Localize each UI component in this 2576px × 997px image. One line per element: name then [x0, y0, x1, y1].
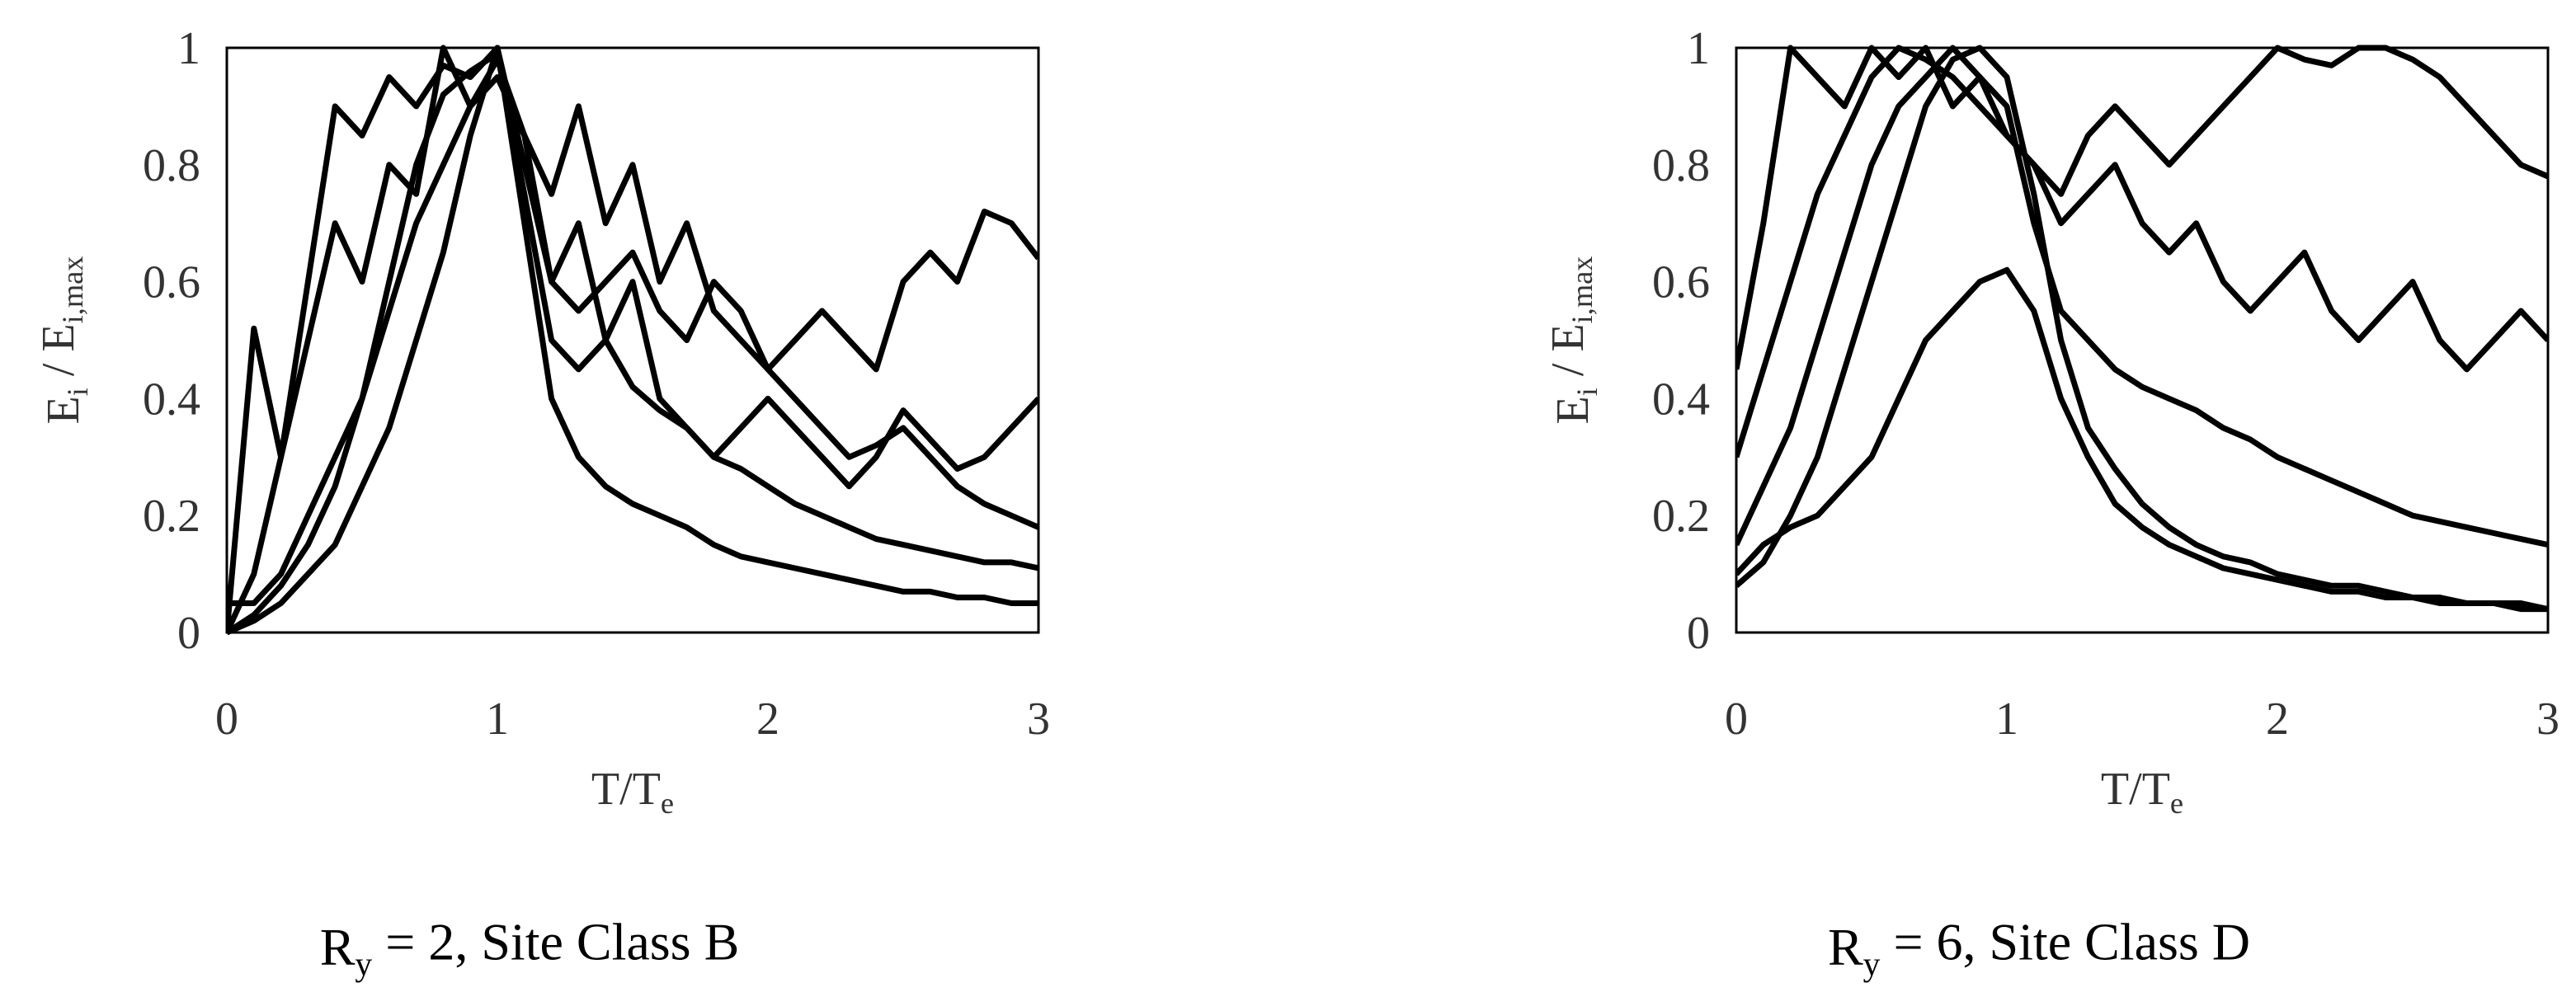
y-tick-label: 0: [1687, 608, 1710, 659]
y-tick-label: 0: [177, 608, 200, 659]
caption-part: R: [320, 918, 356, 976]
x-tick-label: 0: [1725, 694, 1748, 745]
series-line: [227, 45, 1038, 636]
x-axis-label: T/Te: [2101, 764, 2183, 820]
y-axis-label-part: E: [1547, 396, 1599, 424]
caption-part: = 6, Site Class D: [1880, 912, 2250, 971]
y-tick-label: 0.2: [1652, 491, 1710, 542]
y-tick-label: 0.4: [1652, 374, 1710, 425]
y-axis-label-subscript: i,max: [1566, 256, 1599, 324]
chart: 0 0.2 0.4 0.6 0.8 1 0 1 2 3 T/Te Ei / Ei,max Ry = 2,…: [33, 23, 1050, 982]
caption-subscript: y: [355, 944, 372, 982]
plot-frame: [225, 46, 1040, 634]
caption-part: = 2, Site Class B: [372, 912, 739, 971]
y-axis-label-part: E: [38, 396, 89, 424]
y-tick-label: 0.6: [1652, 257, 1710, 308]
series-line: [1736, 45, 2548, 613]
series-line: [1736, 45, 2548, 548]
y-tick-label: 0.6: [143, 257, 200, 308]
y-tick-label: 0.2: [143, 491, 200, 542]
caption: Ry = 6, Site Class D: [1828, 912, 2250, 982]
x-tick-label: 3: [2536, 694, 2560, 745]
caption-part: R: [1828, 918, 1863, 976]
x-tick-label: 1: [1995, 694, 2018, 745]
y-axis-label-subscript: i: [1571, 388, 1604, 396]
series-line: [227, 45, 1038, 634]
y-axis-label-subscript: i: [61, 388, 94, 396]
series-line: [227, 50, 1038, 635]
x-axis-label: T/Te: [591, 764, 674, 820]
y-axis-label-subscript: i,max: [56, 256, 89, 324]
x-tick-label: 2: [2266, 694, 2289, 745]
y-tick-label: 0.8: [1652, 140, 1710, 191]
x-axis-label-subscript: e: [661, 787, 674, 820]
y-axis-label: Ei / Ei,max: [33, 256, 94, 425]
y-tick-label: 0.8: [143, 140, 200, 191]
caption: Ry = 2, Site Class B: [320, 912, 740, 982]
caption-subscript: y: [1863, 944, 1881, 982]
x-tick-label: 3: [1027, 694, 1050, 745]
x-tick-label: 1: [486, 694, 509, 745]
x-axis-label-part: T/T: [591, 764, 661, 815]
y-axis-label-part: / E: [33, 323, 84, 388]
x-tick-label: 0: [215, 694, 238, 745]
y-tick-label: 0.4: [143, 374, 200, 425]
chart: 0 0.2 0.4 0.6 0.8 1 0 1 2 3 T/Te Ei / Ei,max Ry = 6,…: [1542, 23, 2560, 982]
y-axis-label: Ei / Ei,max: [1542, 256, 1604, 425]
y-tick-label: 1: [177, 23, 200, 74]
y-tick-label: 1: [1687, 23, 1710, 74]
y-axis-label-part: / E: [1542, 323, 1594, 388]
x-axis-label-subscript: e: [2170, 787, 2183, 820]
x-axis-label-part: T/T: [2101, 764, 2170, 815]
plot-frame: [1735, 46, 2550, 634]
series-line: [1736, 45, 2548, 459]
series-line: [227, 45, 1038, 633]
x-tick-label: 2: [756, 694, 779, 745]
